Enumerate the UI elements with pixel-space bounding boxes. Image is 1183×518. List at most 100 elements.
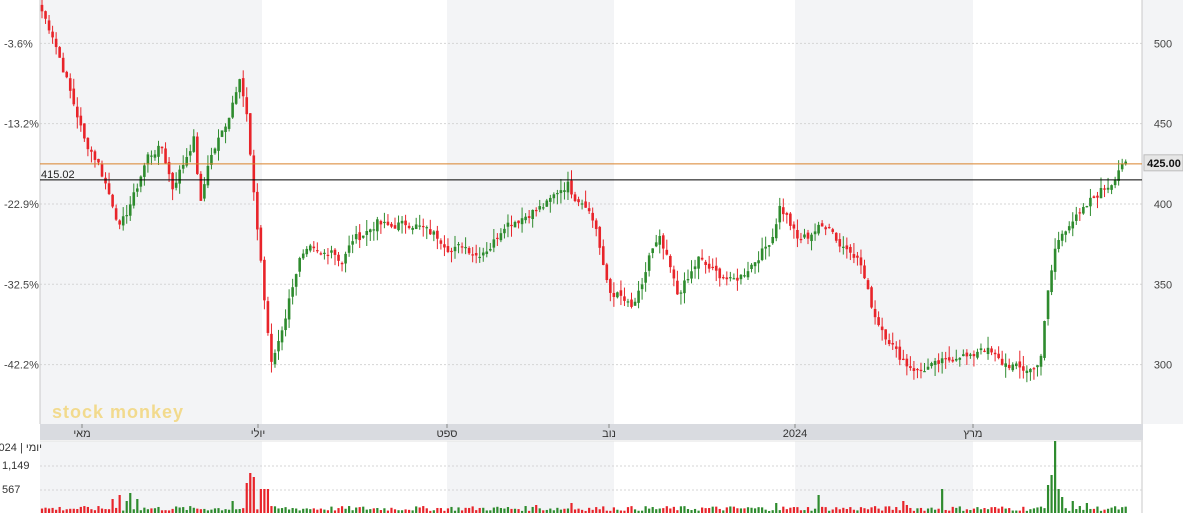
candle-body bbox=[464, 246, 467, 249]
candle-body bbox=[86, 137, 90, 150]
volume-bar bbox=[658, 508, 661, 513]
candle-body bbox=[443, 244, 446, 248]
volume-bar bbox=[249, 473, 252, 513]
candle-body bbox=[880, 326, 884, 331]
volume-bar bbox=[778, 510, 781, 513]
volume-bar bbox=[633, 509, 637, 513]
reference-line-label: 415.02 bbox=[41, 169, 75, 181]
candle-body bbox=[976, 351, 979, 358]
volume-bar bbox=[912, 510, 916, 513]
volume-bar bbox=[799, 510, 803, 513]
candle-body bbox=[383, 221, 386, 224]
volume-bar bbox=[782, 506, 785, 513]
candle-body bbox=[799, 238, 803, 241]
candle-body bbox=[609, 279, 612, 293]
volume-bar bbox=[990, 507, 993, 513]
x-tick-label: ספט bbox=[437, 428, 458, 440]
volume-bar bbox=[443, 510, 446, 513]
candle-body bbox=[171, 172, 174, 190]
candle-body bbox=[40, 4, 44, 12]
volume-bar bbox=[1057, 489, 1060, 513]
candle-body bbox=[623, 296, 626, 301]
volume-bar bbox=[517, 509, 520, 513]
candle-body bbox=[870, 287, 873, 308]
candle-body bbox=[810, 234, 813, 242]
volume-bar bbox=[856, 510, 859, 513]
candle-body bbox=[301, 253, 305, 259]
volume-bar bbox=[746, 507, 750, 513]
volume-bar bbox=[439, 508, 442, 513]
volume-bar bbox=[277, 508, 280, 513]
candle-body bbox=[354, 234, 358, 240]
candle-body bbox=[496, 237, 499, 240]
volume-bar bbox=[1029, 509, 1032, 513]
volume-bar bbox=[693, 508, 697, 513]
volume-bar bbox=[528, 510, 531, 513]
volume-bar bbox=[111, 499, 114, 513]
candle-body bbox=[1029, 368, 1032, 373]
volume-bar bbox=[588, 507, 591, 513]
volume-bar bbox=[1050, 475, 1053, 513]
candle-body bbox=[877, 317, 880, 326]
volume-bar bbox=[584, 510, 587, 513]
volume-bar bbox=[644, 506, 647, 513]
candle-body bbox=[227, 117, 231, 129]
volume-bar bbox=[736, 508, 739, 513]
candle-body bbox=[979, 348, 983, 351]
volume-bar bbox=[1078, 506, 1081, 513]
volume-bar bbox=[344, 508, 347, 513]
volume-bar bbox=[616, 509, 619, 513]
volume-bar bbox=[492, 507, 495, 513]
volume-bar bbox=[994, 507, 997, 513]
volume-bar bbox=[220, 510, 224, 513]
candle-body bbox=[76, 106, 79, 118]
volume-bar bbox=[743, 508, 746, 513]
candle-body bbox=[400, 220, 404, 224]
candle-body bbox=[736, 277, 739, 281]
volume-bar bbox=[40, 508, 44, 513]
volume-bar bbox=[245, 483, 248, 513]
volume-bar bbox=[580, 509, 584, 513]
volume-bar bbox=[333, 510, 337, 513]
candle-body bbox=[782, 207, 785, 215]
candle-body bbox=[612, 292, 616, 297]
y-tick-label-left: -42.2% bbox=[4, 360, 39, 372]
candle-body bbox=[1120, 163, 1124, 170]
volume-bar bbox=[305, 508, 308, 513]
volume-bar bbox=[873, 506, 877, 513]
candle-body bbox=[1082, 206, 1085, 214]
candle-body bbox=[506, 222, 510, 227]
candle-body bbox=[774, 224, 778, 239]
volume-bar bbox=[531, 506, 534, 513]
volume-bar bbox=[552, 510, 555, 513]
candle-body bbox=[160, 146, 164, 149]
volume-bar bbox=[884, 506, 887, 513]
volume-bar bbox=[796, 507, 799, 513]
candle-body bbox=[584, 201, 587, 208]
volume-bar bbox=[468, 507, 471, 513]
candle-body bbox=[203, 184, 206, 199]
candle-body bbox=[411, 227, 414, 230]
candle-body bbox=[316, 250, 319, 252]
volume-bar bbox=[566, 508, 570, 513]
volume-bar bbox=[485, 510, 488, 513]
volume-bar bbox=[641, 510, 644, 513]
volume-bar bbox=[591, 509, 594, 513]
candle-body bbox=[785, 213, 789, 215]
volume-bar bbox=[852, 509, 855, 513]
candle-body bbox=[1039, 355, 1043, 367]
volume-bar bbox=[489, 510, 492, 513]
y-tick-label-right: 500 bbox=[1154, 38, 1172, 50]
candle-body bbox=[44, 11, 47, 19]
volume-bar bbox=[323, 509, 326, 513]
volume-bar bbox=[891, 509, 894, 513]
candle-body bbox=[1106, 187, 1110, 190]
volume-bar bbox=[93, 510, 97, 513]
volume-bar bbox=[701, 507, 704, 513]
volume-bar bbox=[662, 508, 665, 513]
candle-body bbox=[803, 234, 806, 238]
candle-body bbox=[824, 227, 827, 230]
candle-body bbox=[831, 229, 835, 232]
candle-body bbox=[729, 277, 732, 279]
candle-body bbox=[51, 31, 54, 38]
